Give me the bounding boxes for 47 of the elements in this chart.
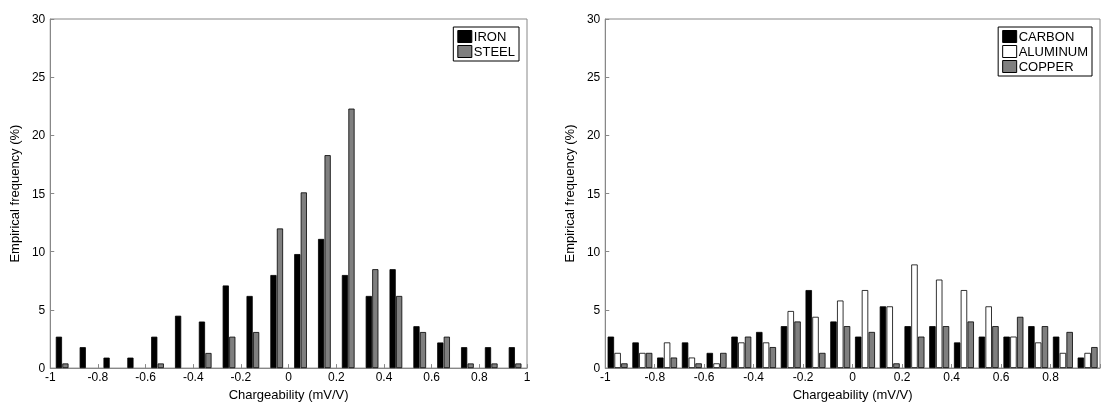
x-tick-label: 0.8 bbox=[470, 370, 488, 385]
x-tick-label: 0.2 bbox=[327, 370, 345, 385]
y-axis-title: Empirical frequency (%) bbox=[7, 124, 22, 263]
y-tick-label: 10 bbox=[586, 244, 601, 259]
x-tick-label: -0.2 bbox=[792, 370, 814, 384]
y-tick-label: 10 bbox=[31, 244, 46, 259]
y-tick-label: 5 bbox=[38, 302, 46, 317]
y-tick-label: 30 bbox=[31, 12, 46, 26]
x-tick-label: -1 bbox=[44, 370, 56, 385]
y-tick-label: 0 bbox=[593, 361, 601, 375]
y-tick-label: 25 bbox=[586, 70, 601, 85]
y-tick-label: 20 bbox=[586, 128, 601, 143]
x-tick-label: -0.4 bbox=[743, 370, 765, 384]
y-tick-label: 30 bbox=[586, 12, 601, 26]
x-tick-label: 0.4 bbox=[943, 370, 961, 384]
x-tick-label: 0.4 bbox=[375, 370, 393, 385]
x-tick-label: -0.2 bbox=[230, 370, 252, 385]
legend-label: CARBON bbox=[1018, 29, 1075, 44]
legend-label: ALUMINUM bbox=[1018, 44, 1089, 59]
x-tick-label: 0.2 bbox=[893, 370, 911, 384]
x-tick-label: -0.4 bbox=[182, 370, 204, 385]
x-axis-title: Chargeability (mV/V) bbox=[792, 386, 913, 402]
x-tick-label: 0 bbox=[285, 370, 293, 385]
x-tick-label: 1 bbox=[523, 370, 531, 385]
bar bbox=[127, 357, 134, 369]
y-tick-label: 15 bbox=[31, 186, 46, 201]
bar bbox=[79, 347, 86, 369]
x-tick-label: -0.8 bbox=[87, 370, 109, 385]
y-tick-label: 20 bbox=[31, 128, 46, 143]
x-tick-label: 0.8 bbox=[1042, 370, 1060, 384]
x-tick-label: 0.6 bbox=[423, 370, 441, 385]
legend-label: IRON bbox=[473, 29, 507, 44]
x-tick-label: -0.6 bbox=[135, 370, 157, 385]
x-tick-label: -1 bbox=[599, 370, 611, 384]
y-tick-label: 5 bbox=[593, 302, 601, 317]
legend-label: COPPER bbox=[1018, 59, 1074, 74]
x-tick-label: 0 bbox=[849, 370, 857, 384]
x-tick-label: -0.8 bbox=[644, 370, 666, 384]
x-axis-title: Chargeability (mV/V) bbox=[228, 387, 349, 402]
legend-label: STEEL bbox=[473, 44, 515, 59]
x-tick-label: 0.6 bbox=[992, 370, 1010, 384]
x-tick-label: -0.6 bbox=[693, 370, 715, 384]
y-tick-label: 25 bbox=[31, 70, 46, 85]
bar bbox=[103, 357, 110, 369]
y-tick-label: 15 bbox=[586, 186, 601, 201]
bar bbox=[175, 315, 182, 369]
y-axis-title: Empirical frequency (%) bbox=[562, 124, 577, 263]
